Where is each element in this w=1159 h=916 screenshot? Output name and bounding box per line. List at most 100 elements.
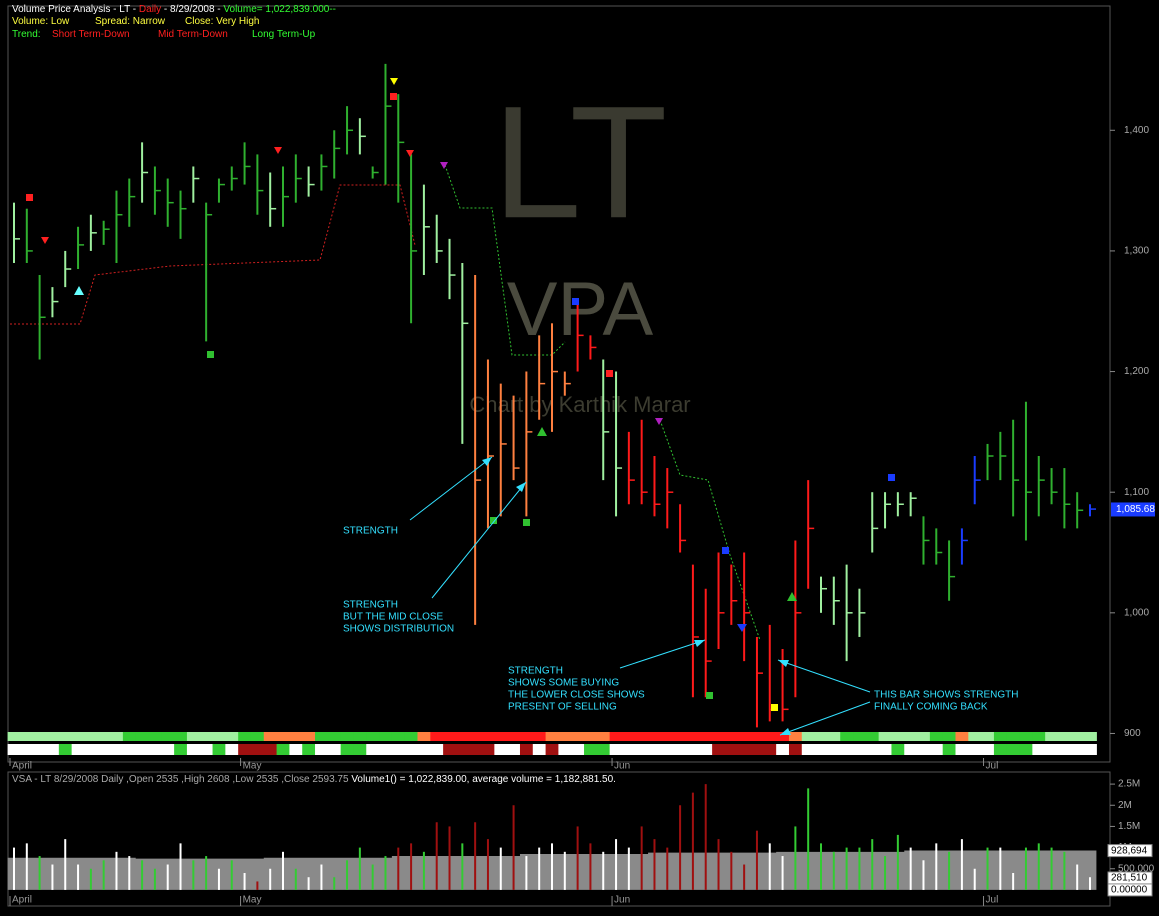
signal [572, 298, 579, 305]
ribbon-bottom [97, 744, 111, 755]
ribbon-bottom [1045, 744, 1059, 755]
header-line: Volume: Low Spread: Narrow Close: Very Hig… [12, 16, 259, 27]
annotation-arrow [779, 701, 871, 736]
ribbon-top [827, 732, 841, 741]
ribbon-bottom [1032, 744, 1046, 755]
ribbon-top [929, 732, 944, 741]
annotation-arrow [431, 481, 527, 599]
annotation-arrow [777, 659, 871, 693]
ribbon-top [917, 732, 931, 741]
ribbon-top [404, 732, 418, 741]
ribbon-bottom [712, 744, 726, 755]
signal [207, 351, 214, 358]
ribbon-top [417, 732, 431, 741]
signal [771, 704, 778, 711]
ribbon-bottom [122, 744, 137, 755]
header-line: Volume Price Analysis - LT - Daily - 8/2… [12, 4, 336, 15]
ribbon-top [993, 732, 1008, 741]
y-tick-label: 1,000 [1124, 607, 1149, 618]
header-text: Trend: [12, 29, 41, 40]
signal [406, 150, 414, 157]
ribbon-bottom [71, 744, 85, 755]
ribbon-top [174, 732, 188, 741]
ribbon-bottom [225, 744, 239, 755]
ribbon-bottom [443, 744, 457, 755]
ribbon-bottom [993, 744, 1008, 755]
ribbon-bottom [763, 744, 777, 755]
signal [41, 237, 49, 244]
ribbon-top [955, 732, 969, 741]
ribbon-bottom [455, 744, 470, 755]
ribbon-bottom [302, 744, 316, 755]
ribbon-bottom [891, 744, 905, 755]
ribbon-bottom [84, 744, 98, 755]
signal [390, 78, 398, 85]
ribbon-bottom [1006, 744, 1021, 755]
ribbon-top [558, 732, 572, 741]
ribbon-bottom [532, 744, 547, 755]
ribbon-bottom [750, 744, 764, 755]
ribbon-bottom [212, 744, 226, 755]
x-tick-label: Jul [986, 895, 999, 906]
ribbon-top [532, 732, 547, 741]
ribbon-bottom [776, 744, 790, 755]
annotation: FINALLY COMING BACK [874, 702, 988, 713]
x-tick-label: May [243, 761, 262, 772]
ribbon-top [7, 732, 21, 741]
header-text: Volume Price Analysis - LT - [12, 4, 139, 15]
ribbon-top [110, 732, 124, 741]
ribbon-top [161, 732, 175, 741]
annotation-arrow [778, 660, 789, 667]
annotation: SHOWS DISTRIBUTION [343, 624, 454, 635]
ribbon-top [391, 732, 406, 741]
annotation-arrow [619, 639, 706, 669]
ribbon-top [1032, 732, 1046, 741]
x-tick-label: April [12, 895, 32, 906]
ribbon-bottom [801, 744, 816, 755]
ribbon-top [148, 732, 162, 741]
ribbon-bottom [148, 744, 162, 755]
value-box-label: 928,694 [1111, 845, 1148, 856]
header-text: Long Term-Up [252, 29, 316, 40]
signal [706, 692, 713, 699]
ribbon-bottom [494, 744, 508, 755]
value-box-label: 281,510 [1111, 873, 1148, 884]
last-price-label: 1,085.68 [1116, 504, 1155, 515]
ribbon-bottom [20, 744, 34, 755]
ribbon-bottom [340, 744, 354, 755]
ribbon-top [840, 732, 854, 741]
annotation: PRESENT OF SELLING [508, 702, 617, 713]
ribbon-bottom [724, 744, 739, 755]
ribbon-bottom [519, 744, 534, 755]
signal [888, 474, 895, 481]
ribbon-bottom [353, 744, 367, 755]
ribbon-bottom [840, 744, 854, 755]
x-tick-label: May [243, 895, 262, 906]
ribbon-top [660, 732, 675, 741]
ribbon-top [545, 732, 559, 741]
header-text: Volume1() = 1,022,839.00, average volume… [351, 774, 616, 785]
ribbon-bottom [558, 744, 572, 755]
ribbon-bottom [135, 744, 149, 755]
annotations: STRENGTH STRENGTH BUT THE MID CLOSE SHOW… [343, 456, 1018, 736]
ribbon-top [276, 732, 290, 741]
x-tick-label: Jul [986, 761, 999, 772]
ribbon-top [1006, 732, 1021, 741]
header-text: Volume= 1,022,839.000-- [223, 4, 336, 15]
ribbon-top [763, 732, 777, 741]
ribbon-top [46, 732, 60, 741]
stop-line [444, 164, 566, 356]
signal [606, 370, 613, 377]
ribbon-top [891, 732, 905, 741]
ribbon-bottom [315, 744, 329, 755]
signal [655, 418, 663, 425]
header-text: Mid Term-Down [158, 29, 228, 40]
ribbon-bottom [58, 744, 73, 755]
ribbon-bottom [238, 744, 252, 755]
header-text: Spread: Narrow [95, 16, 166, 27]
ribbon-top [699, 732, 713, 741]
ribbon-bottom [1057, 744, 1072, 755]
ribbon-top [596, 732, 611, 741]
header-text: Volume: Low [12, 16, 70, 27]
